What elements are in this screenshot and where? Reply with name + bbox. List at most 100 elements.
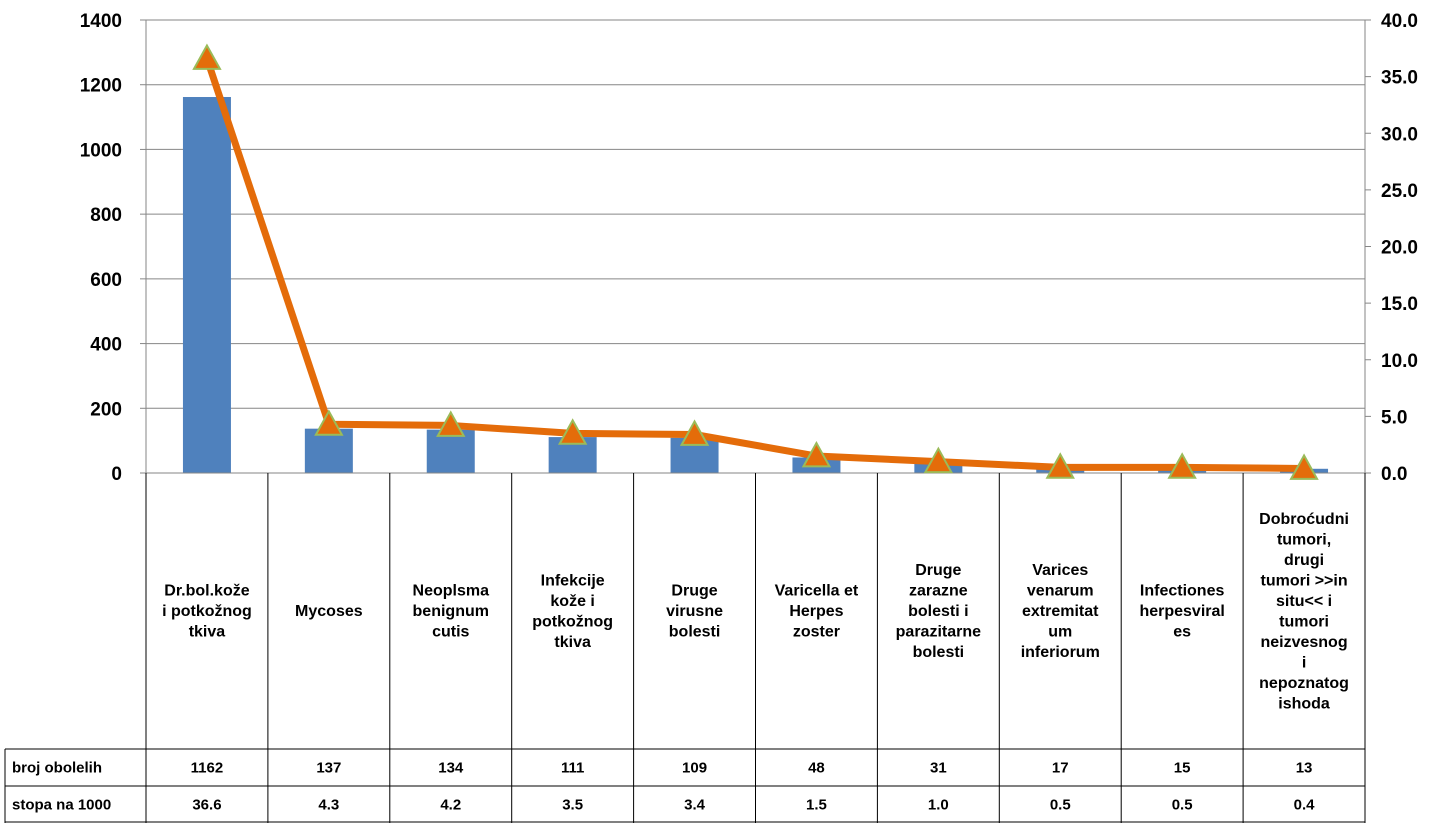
category-label: Mycoses xyxy=(295,603,363,620)
table-row-label: broj obolelih xyxy=(12,760,102,777)
table-cell: 36.6 xyxy=(192,797,221,814)
category-label-line: tkiva xyxy=(189,624,226,641)
triangle-marker xyxy=(314,409,344,436)
triangle-marker xyxy=(1167,452,1197,479)
category-label-line: inferiorum xyxy=(1021,644,1100,661)
y-right-tick-label: 30.0 xyxy=(1381,124,1418,145)
category-label-line: bolesti xyxy=(913,644,965,661)
table-cell: 1.5 xyxy=(806,797,827,814)
line-series xyxy=(192,43,1319,480)
category-label-line: virusne xyxy=(666,603,723,620)
triangle-marker xyxy=(923,446,954,474)
category-label-line: drugi xyxy=(1284,552,1324,569)
y-right-tick-label: 20.0 xyxy=(1381,238,1418,259)
category-label-line: Varices xyxy=(1032,562,1088,579)
table-cell: 111 xyxy=(561,760,584,777)
category-label-line: zarazne xyxy=(909,583,968,600)
category-label-line: tumori xyxy=(1279,613,1329,630)
y-left-tick-label: 1200 xyxy=(80,76,122,97)
table-cell: 15 xyxy=(1174,760,1191,777)
category-label: Infectiones herpesviral es xyxy=(1139,583,1224,641)
category-label-line: extremitat xyxy=(1022,603,1099,620)
table-cell: 3.4 xyxy=(684,797,706,814)
category-label-line: es xyxy=(1173,624,1191,641)
category-label: Druge virusne bolesti xyxy=(666,583,723,641)
bar xyxy=(182,97,231,473)
y-left-tick-label: 200 xyxy=(90,399,122,420)
category-label-line: um xyxy=(1048,624,1072,641)
y-right-tick-label: 15.0 xyxy=(1381,294,1418,315)
table-cell: 134 xyxy=(438,760,464,777)
y-right-tick-label: 40.0 xyxy=(1381,11,1418,32)
category-label: Dobroćudni tumori, drugi tumori >>in situ<< … xyxy=(1259,511,1349,713)
table-cell: 1162 xyxy=(191,760,224,777)
category-label-line: herpesviral xyxy=(1139,603,1224,620)
category-label-line: i potkožnog xyxy=(162,603,252,620)
category-label: Dr.bol.kože i potkožnog tkiva xyxy=(162,583,252,641)
table-cell: 31 xyxy=(930,760,947,777)
bar xyxy=(304,428,353,473)
triangle-marker xyxy=(801,440,832,468)
category-label-line: Dr.bol.kože xyxy=(164,583,249,600)
table-cell: 13 xyxy=(1296,760,1313,777)
y-left-tick-labels: 0 200 400 600 800 1000 1200 1400 xyxy=(80,11,122,485)
category-label-line: ishoda xyxy=(1278,695,1330,712)
table-cell: 17 xyxy=(1052,760,1069,777)
category-label-line: tkiva xyxy=(554,634,591,651)
category-label: Varices venarum extremitat um inferiorum xyxy=(1021,562,1100,661)
table-cell: 48 xyxy=(808,760,825,777)
category-label-line: bolesti i xyxy=(908,603,968,620)
table-cell: 0.5 xyxy=(1050,797,1071,814)
category-label: Varicella et Herpes zoster xyxy=(775,583,859,641)
category-label-line: Infekcije xyxy=(541,572,605,589)
data-table: Dr.bol.kože i potkožnog tkiva Mycoses Neopls… xyxy=(4,473,1366,823)
triangle-marker xyxy=(557,418,588,445)
y-right-tick-label: 25.0 xyxy=(1381,181,1418,202)
triangle-marker xyxy=(192,43,222,70)
category-label-line: Druge xyxy=(671,583,717,600)
category-label-line: kože i xyxy=(550,593,594,610)
category-label-line: i xyxy=(1302,654,1306,671)
y-right-tick-label: 0.0 xyxy=(1381,464,1407,485)
table-cell: 4.2 xyxy=(440,797,461,814)
y-right-tick-label: 5.0 xyxy=(1381,407,1407,428)
y-left-tick-label: 600 xyxy=(90,270,122,291)
y-right-tick-label: 10.0 xyxy=(1381,351,1418,372)
category-label: Druge zarazne bolesti i parazitarne bolesti xyxy=(896,562,981,661)
y-left-tick-label: 1400 xyxy=(80,11,122,32)
category-label-line: nepoznatog xyxy=(1259,675,1349,692)
category-label-line: zoster xyxy=(793,624,840,641)
category-label-line: Dobroćudni xyxy=(1259,511,1349,528)
table-cell: 3.5 xyxy=(562,797,583,814)
category-label-line: situ<< i xyxy=(1276,593,1332,610)
category-label: Neoplsma benignum cutis xyxy=(413,583,490,641)
gridlines xyxy=(146,19,1365,409)
category-label-line: Herpes xyxy=(789,603,843,620)
table-cell: 109 xyxy=(682,760,707,777)
triangle-marker xyxy=(1289,453,1319,480)
category-label-line: tumori, xyxy=(1277,531,1331,548)
y-left-tick-label: 0 xyxy=(111,464,122,485)
table-cell: 4.3 xyxy=(318,797,339,814)
table-cell: 137 xyxy=(316,760,341,777)
series-line xyxy=(203,55,1308,472)
category-label-line: venarum xyxy=(1027,583,1094,600)
triangle-marker xyxy=(436,410,466,437)
category-label-line: potkožnog xyxy=(532,613,613,630)
category-label-line: cutis xyxy=(432,624,469,641)
table-cell: 1.0 xyxy=(928,797,949,814)
category-label: Infekcije kože i potkožnog tkiva xyxy=(532,572,613,651)
category-label-line: benignum xyxy=(413,603,489,620)
triangle-marker xyxy=(679,419,710,446)
category-label-line: Varicella et xyxy=(775,583,859,600)
y-right-tick-labels: 0.0 5.0 10.0 15.0 20.0 25.0 30.0 35.0 40.0 xyxy=(1381,11,1418,485)
y-left-tick-label: 400 xyxy=(90,335,122,356)
category-label-line: Druge xyxy=(915,562,961,579)
category-label-line: tumori >>in xyxy=(1260,572,1347,589)
category-label-line: Neoplsma xyxy=(413,583,490,600)
y-right-tick-label: 35.0 xyxy=(1381,68,1418,89)
table-cell: 0.4 xyxy=(1294,797,1316,814)
table-row-label: stopa na 1000 xyxy=(12,797,111,814)
y-left-tick-label: 800 xyxy=(90,205,122,226)
